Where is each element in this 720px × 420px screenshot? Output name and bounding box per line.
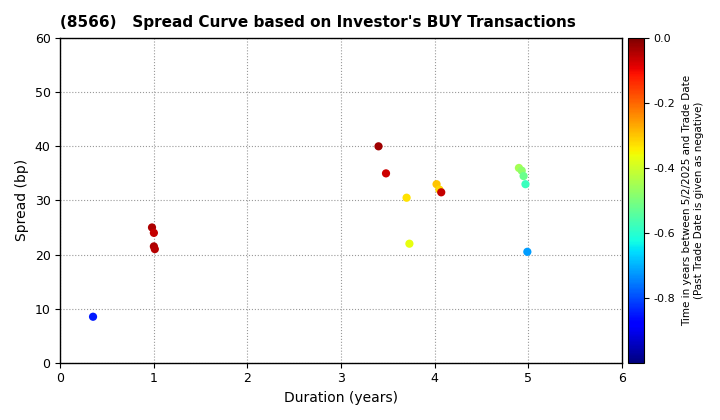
Point bbox=[380, 170, 392, 177]
Text: (8566)   Spread Curve based on Investor's BUY Transactions: (8566) Spread Curve based on Investor's … bbox=[60, 15, 576, 30]
Point bbox=[149, 246, 161, 252]
Point bbox=[433, 186, 445, 193]
Point bbox=[436, 189, 447, 196]
Y-axis label: Time in years between 5/2/2025 and Trade Date
(Past Trade Date is given as negat: Time in years between 5/2/2025 and Trade… bbox=[683, 75, 704, 326]
Y-axis label: Spread (bp): Spread (bp) bbox=[15, 159, 29, 242]
Point bbox=[431, 181, 442, 188]
Point bbox=[148, 243, 160, 250]
Point bbox=[513, 165, 525, 171]
Point bbox=[404, 240, 415, 247]
X-axis label: Duration (years): Duration (years) bbox=[284, 391, 398, 405]
Point bbox=[87, 313, 99, 320]
Point bbox=[373, 143, 384, 150]
Point bbox=[516, 167, 528, 174]
Point bbox=[146, 224, 158, 231]
Point bbox=[401, 194, 413, 201]
Point bbox=[518, 173, 529, 179]
Point bbox=[520, 181, 531, 188]
Point bbox=[521, 249, 533, 255]
Point bbox=[148, 229, 160, 236]
